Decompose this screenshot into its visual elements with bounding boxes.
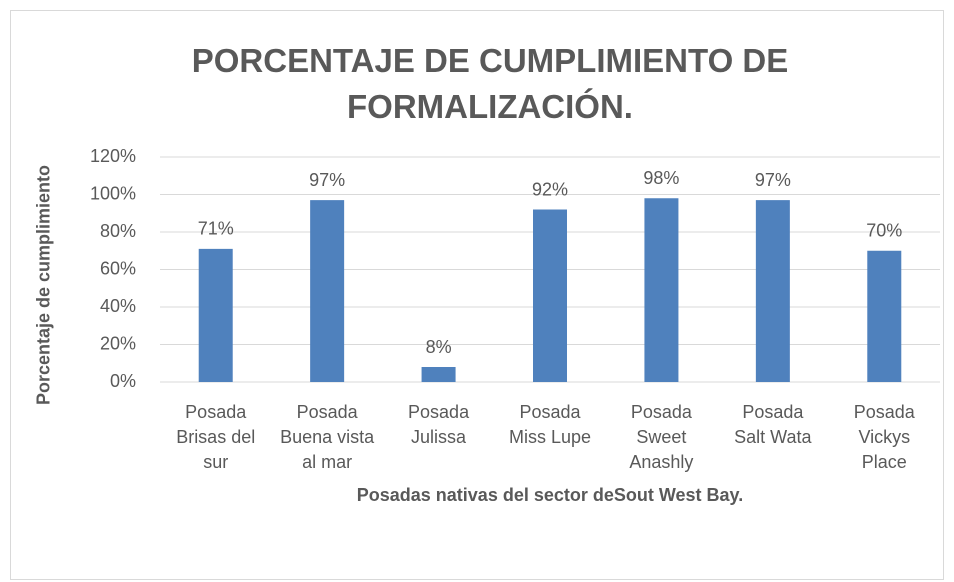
bar [533,209,567,382]
y-tick-label: 20% [100,333,136,353]
y-tick-label: 40% [100,296,136,316]
bar [644,198,679,382]
x-tick-label: Posada Sweet Anashly [629,402,694,472]
x-tick-label: Posada Vickys Place [853,402,915,472]
bar [867,250,902,382]
y-tick-label: 60% [100,258,136,278]
x-tick-label: Posada Miss Lupe [508,402,592,447]
bar [310,200,345,382]
data-label: 98% [643,168,679,188]
data-label: 70% [866,221,902,241]
bar [421,367,456,382]
y-axis-title: Porcentaje de cumplimiento [33,164,54,406]
data-label: 71% [198,219,234,239]
x-axis-title: Posadas nativas del sector deSout West B… [356,485,744,505]
x-tick-label: Posada Salt Wata [734,402,812,447]
y-tick-label: 120% [90,146,136,166]
bar [755,200,790,382]
y-tick-label: 100% [90,183,136,203]
data-label: 97% [309,170,345,190]
chart-title: PORCENTAJE DE CUMPLIMIENTO DE FORMALIZAC… [191,42,789,125]
x-tick-label: Posada Buena vista al mar [280,402,375,472]
data-label: 8% [426,337,452,357]
data-label: 92% [532,179,568,199]
data-label: 97% [755,170,791,190]
y-tick-label: 80% [100,221,136,241]
x-tick-label: Posada Julissa [408,402,470,447]
bar [198,248,233,382]
chart-frame [10,10,944,580]
x-tick-label: Posada Brisas del sur [176,402,256,472]
y-tick-label: 0% [110,371,136,391]
